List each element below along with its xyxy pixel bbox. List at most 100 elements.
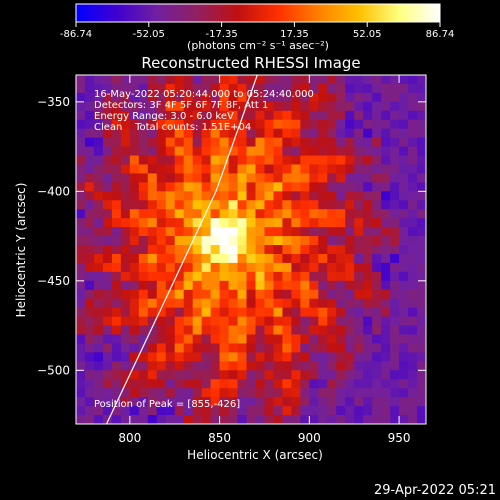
heatmap-cell	[345, 200, 355, 210]
colorbar-ticks: -86.74 -52.05 -17.35 17.35 52.05 86.74	[60, 22, 454, 40]
heatmap-cell	[237, 92, 248, 103]
heatmap-cell	[111, 110, 122, 121]
heatmap-cell	[372, 334, 382, 345]
heatmap-cell	[192, 245, 203, 255]
heatmap-cell	[237, 379, 248, 389]
heatmap-cell	[345, 173, 355, 183]
heatmap-cell	[237, 155, 248, 166]
heatmap-cell	[300, 280, 310, 291]
heatmap-cell	[408, 182, 418, 192]
heatmap-cell	[363, 173, 373, 183]
heatmap-cell	[372, 155, 382, 166]
heatmap-cell	[165, 191, 176, 201]
heatmap-cell	[300, 307, 310, 318]
heatmap-cell	[300, 253, 310, 264]
heatmap-cell	[336, 119, 346, 130]
heatmap-cell	[255, 155, 266, 166]
heatmap-cell	[84, 92, 95, 103]
heatmap-cell	[219, 83, 230, 94]
heatmap-cell	[93, 280, 104, 291]
heatmap-cell	[192, 236, 203, 246]
heatmap-cell	[345, 191, 355, 201]
heatmap-cell	[120, 75, 131, 85]
heatmap-cell	[183, 146, 194, 157]
heatmap-cell	[336, 209, 346, 219]
heatmap-cell	[282, 164, 292, 175]
heatmap-cell	[300, 173, 310, 183]
heatmap-cell	[210, 209, 221, 219]
heatmap-cell	[273, 316, 284, 327]
heatmap-cell	[102, 218, 113, 228]
heatmap-cell	[201, 119, 212, 130]
heatmap-cell	[318, 280, 328, 291]
heatmap-cell	[381, 200, 391, 210]
heatmap-cell	[363, 101, 373, 112]
heatmap-cell	[399, 280, 409, 291]
heatmap-cell	[354, 75, 364, 85]
heatmap-cell	[76, 262, 86, 273]
heatmap-cell	[390, 155, 400, 166]
heatmap-cell	[156, 325, 167, 336]
heatmap-cell	[111, 361, 122, 371]
heatmap-cell	[219, 191, 230, 201]
heatmap-cell	[264, 227, 275, 237]
heatmap-cell	[102, 75, 113, 85]
heatmap-cell	[327, 406, 337, 416]
heatmap-cell	[381, 406, 391, 416]
heatmap-cell	[246, 253, 257, 264]
heatmap-cell	[237, 75, 248, 85]
heatmap-cell	[282, 415, 292, 424]
heatmap-cell	[309, 316, 319, 327]
heatmap-cell	[408, 227, 418, 237]
heatmap-cell	[183, 271, 194, 282]
heatmap-cell	[210, 155, 221, 166]
heatmap-cell	[363, 137, 373, 148]
heatmap-cell	[84, 128, 95, 139]
heatmap-cell	[138, 397, 149, 407]
heatmap-cell	[102, 245, 113, 255]
heatmap-cell	[417, 236, 426, 246]
heatmap-cell	[255, 245, 266, 255]
heatmap-cell	[156, 406, 167, 416]
heatmap-cell	[318, 146, 328, 157]
heatmap-cell	[201, 200, 212, 210]
heatmap-cell	[363, 316, 373, 327]
heatmap-cell	[183, 361, 194, 371]
heatmap-cell	[282, 75, 292, 85]
heatmap-cell	[264, 245, 275, 255]
heatmap-cell	[246, 316, 257, 327]
heatmap-cell	[210, 200, 221, 210]
heatmap-cell	[363, 253, 373, 264]
heatmap-cell	[138, 289, 149, 300]
heatmap-cell	[210, 245, 221, 255]
heatmap-cell	[291, 75, 301, 85]
heatmap-cell	[246, 209, 257, 219]
heatmap-cell	[183, 218, 194, 228]
heatmap-cell	[201, 388, 212, 398]
heatmap-cell	[192, 289, 203, 300]
heatmap-cell	[417, 415, 426, 424]
heatmap-cell	[147, 209, 158, 219]
heatmap-cell	[228, 173, 239, 183]
heatmap-cell	[192, 191, 203, 201]
heatmap-cell	[174, 164, 185, 175]
heatmap-cell	[156, 253, 167, 264]
heatmap-cell	[345, 146, 355, 157]
heatmap-cell	[192, 334, 203, 345]
heatmap-cell	[345, 110, 355, 121]
heatmap-cell	[300, 406, 310, 416]
heatmap-cell	[363, 352, 373, 362]
heatmap-cell	[102, 298, 113, 309]
heatmap-cell	[309, 101, 319, 112]
heatmap-cell	[129, 370, 140, 380]
heatmap-cell	[201, 370, 212, 380]
heatmap-cell	[273, 280, 284, 291]
heatmap-cell	[291, 307, 301, 318]
heatmap-cell	[336, 110, 346, 121]
heatmap-cell	[228, 236, 239, 246]
heatmap-cell	[255, 406, 266, 416]
heatmap-cell	[354, 307, 364, 318]
heatmap-cell	[237, 146, 248, 157]
heatmap-cell	[354, 352, 364, 362]
heatmap-cell	[408, 155, 418, 166]
